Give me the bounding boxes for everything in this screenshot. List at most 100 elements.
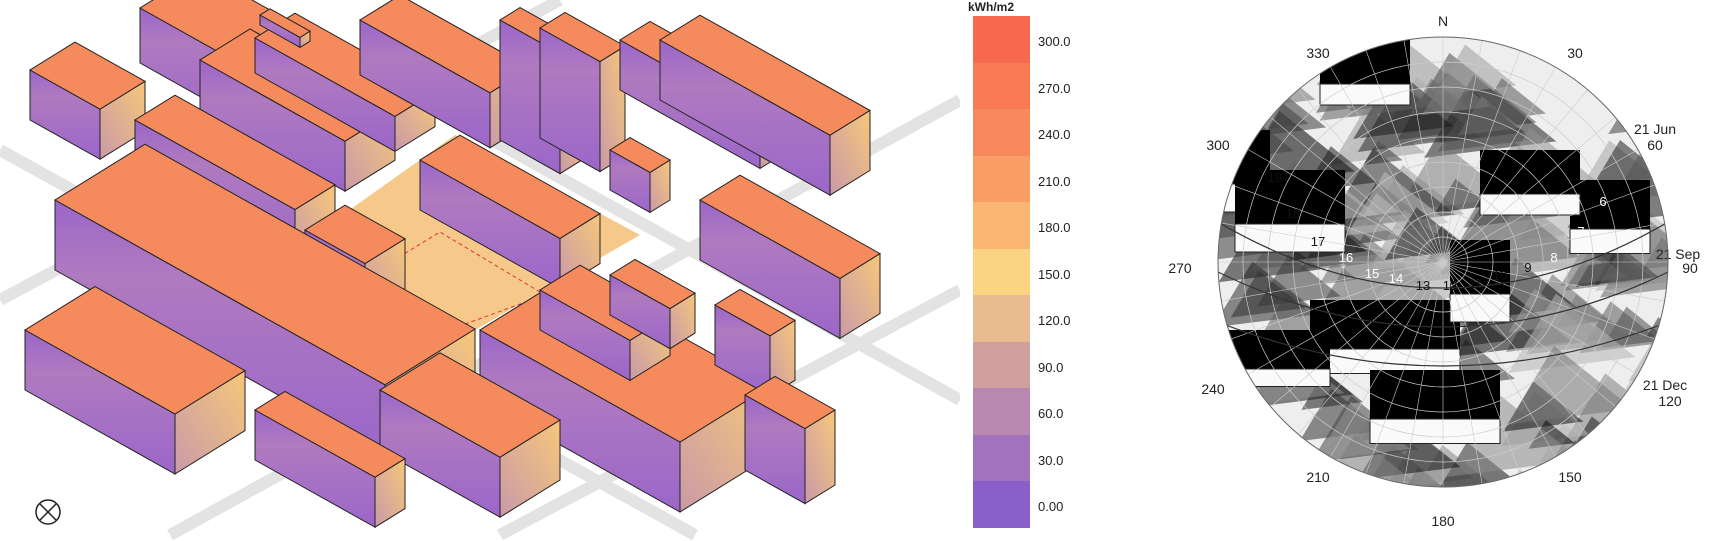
shade-patch <box>1558 483 1596 487</box>
shade-patch <box>1625 40 1668 79</box>
sun-path-label: 21 Sep <box>1656 246 1701 262</box>
sun-path-label: 90 <box>1682 260 1698 276</box>
legend-label: 270.0 <box>1038 80 1071 96</box>
shade-patch <box>1315 401 1411 461</box>
sun-path-label: 240 <box>1201 381 1225 397</box>
legend-swatch <box>973 62 1030 109</box>
shade-patch <box>1621 435 1668 487</box>
sun-path-label: 7 <box>1577 224 1584 239</box>
legend-swatch <box>973 155 1030 202</box>
sun-path-label: 11 <box>1468 276 1482 291</box>
building <box>609 137 671 214</box>
sun-path-label: 18 <box>1286 206 1300 221</box>
building-roof <box>744 375 836 430</box>
building <box>539 11 626 173</box>
building-roof <box>254 390 406 478</box>
building <box>254 390 406 529</box>
building <box>29 41 146 161</box>
sun-path-curve <box>1218 271 1668 328</box>
building-roof <box>259 8 311 38</box>
building <box>744 375 836 505</box>
shade-patch <box>1218 73 1267 106</box>
sun-path-label: 330 <box>1306 45 1330 61</box>
building-roof <box>699 174 881 279</box>
sun-path-label: 6 <box>1599 194 1606 209</box>
legend-swatch <box>973 341 1030 388</box>
sun-path-curve <box>1218 221 1668 289</box>
building <box>714 288 796 397</box>
sun-path-label: 270 <box>1168 260 1192 276</box>
shade-patch <box>1218 64 1274 108</box>
legend-label: 150.0 <box>1038 266 1071 282</box>
sun-path-label: 8 <box>1550 250 1557 265</box>
sun-path-label: 12 <box>1443 278 1457 293</box>
shade-patch <box>1421 72 1491 116</box>
shade-patch <box>1221 474 1303 487</box>
building-roof <box>419 134 601 239</box>
building-roof <box>609 137 671 173</box>
sun-path-diagram: N 330 30 300 60 270 90 240 120 210 180 150 21 Jun 21 … <box>1168 13 1701 529</box>
obstruction-shadow <box>1310 300 1460 349</box>
sun-path-label: 19 <box>1268 170 1282 185</box>
building <box>699 174 881 340</box>
obstruction-shadow <box>1320 40 1410 84</box>
obstruction-shadow <box>1450 240 1510 294</box>
building-roof <box>304 204 406 265</box>
shade-patch <box>1450 311 1509 348</box>
solar-radiation-map <box>0 0 960 541</box>
shade-patch <box>1446 392 1582 478</box>
building-roof <box>54 143 476 386</box>
sun-path-label: 13 <box>1416 278 1430 293</box>
obstruction-shadow <box>1235 170 1345 224</box>
building-roof <box>29 41 146 110</box>
legend-swatch <box>973 16 1030 63</box>
obstruction <box>1369 418 1501 444</box>
building <box>419 134 601 290</box>
building-roof <box>379 352 561 458</box>
legend-color-bar <box>973 16 1030 528</box>
shade-patch <box>1560 244 1628 286</box>
shade-patch <box>1507 345 1633 425</box>
legend-swatch <box>973 434 1030 481</box>
legend-label: 60.0 <box>1038 406 1064 421</box>
shade-patch <box>1218 45 1288 111</box>
sun-path-label: 21 Jun <box>1634 121 1676 137</box>
building-roof <box>609 258 696 310</box>
legend-label: 120.0 <box>1038 313 1071 328</box>
building <box>609 258 696 350</box>
obstruction-shadow <box>1370 370 1500 419</box>
shade-patch <box>1267 103 1309 129</box>
sun-path-label: 9 <box>1524 260 1531 275</box>
shade-patch <box>1218 415 1252 448</box>
shade-patch <box>1508 288 1579 333</box>
legend-label: 90.0 <box>1038 359 1064 375</box>
sun-path-label: 17 <box>1311 234 1325 249</box>
building-roof <box>24 286 246 415</box>
sun-path-curve <box>1218 321 1668 367</box>
building-roof <box>134 94 336 211</box>
obstruction <box>1569 228 1651 254</box>
legend-label: 240.0 <box>1038 127 1071 142</box>
shade-patch <box>1437 92 1533 152</box>
legend-swatch <box>973 481 1030 528</box>
obstruction-shadow <box>1570 180 1650 229</box>
building-roof <box>714 288 796 337</box>
sun-path-label: 16 <box>1339 250 1353 265</box>
building <box>659 14 871 197</box>
sun-path-label: 180 <box>1431 513 1455 529</box>
building <box>379 352 561 519</box>
buildings <box>24 0 881 529</box>
dome-outline <box>1217 36 1669 488</box>
obstruction <box>1309 348 1461 374</box>
legend-swatch <box>973 248 1030 295</box>
building <box>259 8 311 49</box>
sun-path-label: 60 <box>1647 137 1663 153</box>
north-arrow-icon <box>35 499 61 525</box>
building <box>24 286 246 475</box>
shade-patch <box>1642 43 1668 84</box>
building-roof <box>659 14 871 136</box>
sun-path-label: 21 Dec <box>1643 377 1687 393</box>
legend-swatch <box>973 295 1030 342</box>
sun-path-label: N <box>1438 13 1448 29</box>
